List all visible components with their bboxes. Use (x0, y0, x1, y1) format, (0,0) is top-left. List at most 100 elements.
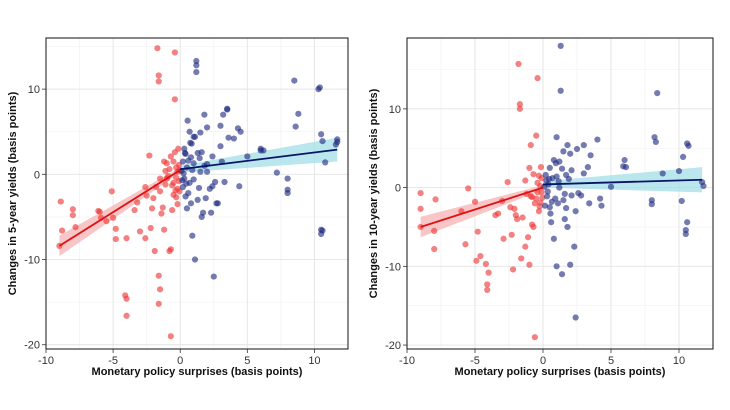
data-point (571, 243, 578, 250)
data-point (526, 261, 533, 268)
data-point (171, 96, 178, 103)
data-point (648, 201, 655, 208)
y-axis-title: Changes in 10-year yields (basis points) (368, 88, 380, 298)
data-point (173, 174, 180, 181)
x-axis-title: Monetary policy surprises (basis points) (455, 366, 666, 378)
data-point (508, 231, 515, 238)
data-point (123, 295, 130, 302)
panel-10-year-yields: -10 -5 0 5 10 -20 -10 0 10 Monetary policy surpri… (368, 37, 714, 378)
data-point (194, 196, 201, 203)
data-point (462, 241, 469, 248)
data-point (147, 224, 154, 232)
data-point (230, 135, 238, 142)
data-point (150, 195, 157, 202)
data-point (484, 281, 491, 288)
y-tick-label: 0 (395, 183, 401, 195)
data-point (580, 170, 587, 177)
data-point (597, 195, 604, 202)
data-point (185, 189, 192, 197)
data-point (156, 286, 164, 293)
data-point (131, 207, 138, 214)
data-point (156, 175, 164, 182)
data-point (59, 227, 66, 234)
data-point (214, 200, 221, 207)
data-point (162, 181, 169, 188)
data-point (159, 204, 166, 211)
data-point (682, 230, 689, 238)
data-point (567, 261, 574, 268)
data-point (555, 178, 562, 185)
data-point (179, 158, 187, 165)
plot-frame (406, 37, 714, 350)
y-tick-label: -10 (24, 255, 40, 267)
data-point (217, 143, 224, 150)
data-point (112, 225, 119, 232)
data-point (291, 77, 298, 84)
data-point (158, 210, 165, 217)
data-point (560, 197, 567, 204)
data-point (573, 145, 581, 153)
data-point (155, 78, 162, 85)
x-tick-label: 0 (177, 355, 183, 367)
fit-line-positive (180, 148, 338, 171)
data-point (544, 188, 551, 195)
data-point (169, 207, 176, 214)
data-point (529, 193, 536, 201)
data-point (284, 175, 291, 182)
data-point (169, 182, 176, 189)
y-tick-label: 0 (34, 169, 40, 181)
data-point (526, 164, 533, 172)
data-point (161, 226, 168, 233)
data-point (684, 219, 691, 226)
data-point (197, 168, 204, 175)
data-point (557, 42, 564, 49)
panel-5-year-yields: -10 -5 0 5 10 -20 -10 0 10 Monetary policy surpri… (7, 37, 349, 378)
data-point (547, 210, 554, 217)
data-point (432, 196, 439, 203)
data-point (146, 152, 153, 159)
data-point (477, 252, 484, 260)
data-point (224, 105, 231, 112)
data-point (57, 198, 64, 205)
data-point (220, 111, 227, 118)
data-point (96, 208, 103, 215)
data-point (417, 190, 424, 197)
data-point (553, 263, 560, 270)
data-point (155, 272, 162, 279)
data-point (316, 84, 323, 91)
data-point (557, 87, 564, 94)
data-point (530, 223, 537, 231)
x-axis-title: Monetary policy surprises (basis points) (92, 366, 303, 378)
data-point (217, 122, 224, 129)
data-point (564, 223, 571, 231)
y-tick-label: -20 (385, 340, 401, 352)
data-point (123, 312, 130, 319)
data-point (172, 187, 179, 194)
plot-frame (45, 37, 349, 350)
data-point (212, 178, 219, 186)
data-point (334, 136, 341, 143)
data-point (187, 200, 195, 207)
data-point (580, 141, 587, 149)
data-point (548, 219, 555, 226)
data-point (163, 160, 170, 167)
data-point (465, 185, 472, 192)
x-tick-label: 0 (540, 355, 546, 367)
data-point (167, 333, 174, 340)
data-point (221, 178, 228, 186)
data-point (651, 134, 658, 141)
data-point (531, 334, 538, 341)
data-point (543, 193, 551, 200)
data-point (203, 124, 211, 131)
data-point (548, 198, 555, 205)
data-point (207, 209, 215, 216)
data-point (543, 177, 550, 184)
fit-line-positive (542, 178, 703, 186)
x-tick-label: 5 (608, 355, 614, 367)
data-point (485, 269, 492, 276)
data-point (225, 134, 232, 141)
x-tick-label: 10 (308, 355, 320, 367)
data-point (558, 271, 566, 278)
